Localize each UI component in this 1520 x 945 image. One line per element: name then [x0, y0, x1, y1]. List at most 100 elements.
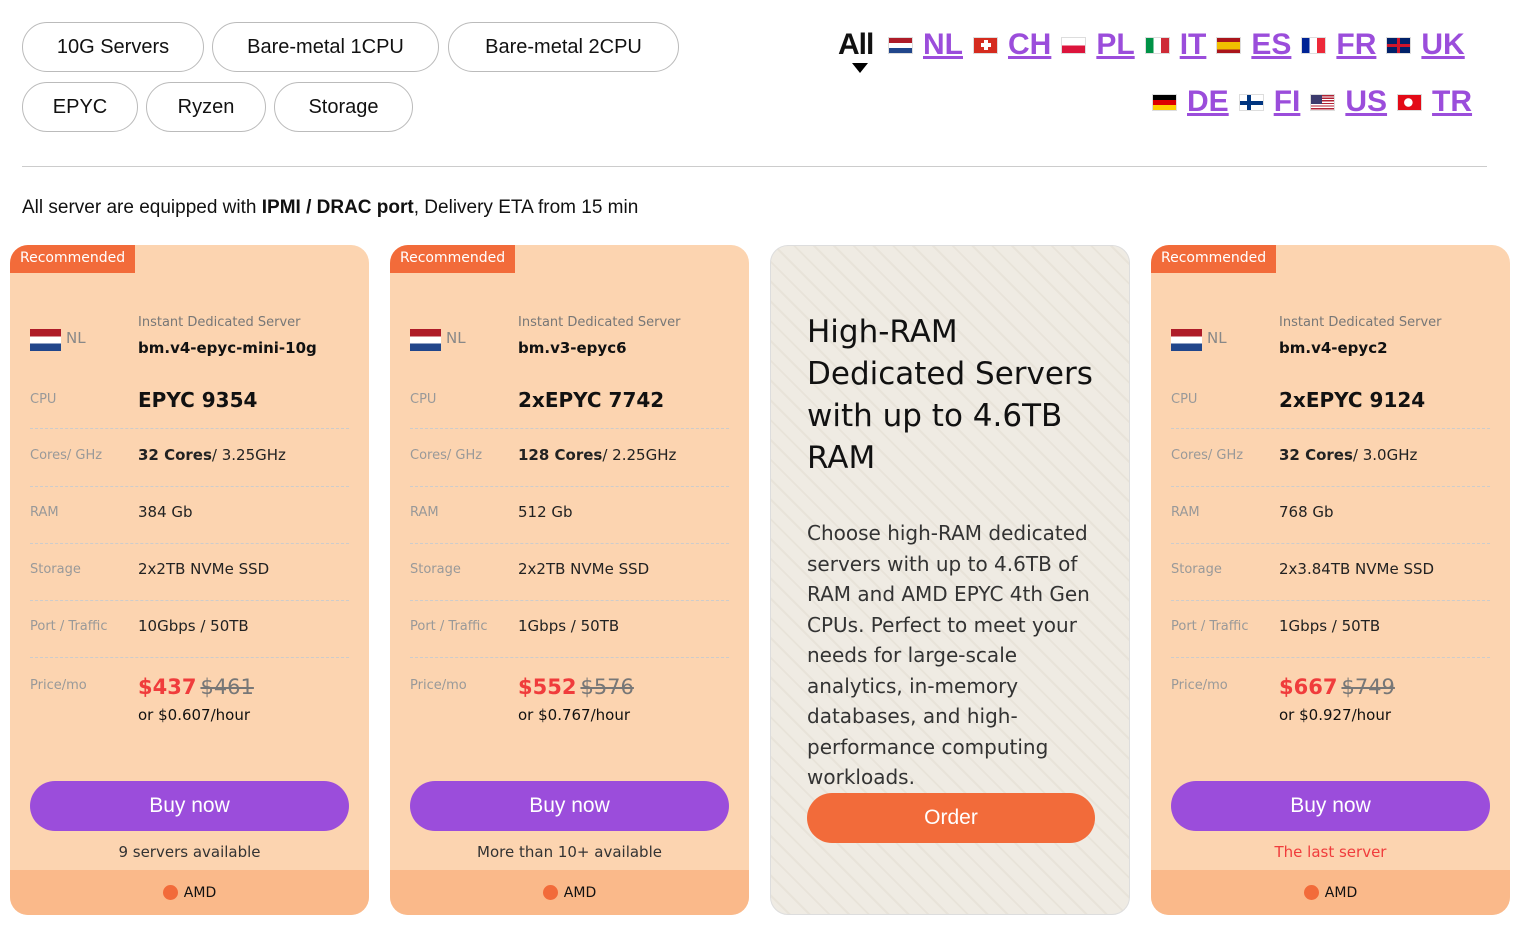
filter-button[interactable]: Storage [274, 82, 413, 132]
location-it[interactable]: IT [1144, 28, 1206, 62]
flag-es-icon [1216, 36, 1242, 54]
location-label: NL [923, 28, 963, 61]
flag-nl-icon [888, 36, 913, 54]
selected-arrow-icon [852, 63, 868, 73]
location-label: FI [1273, 85, 1301, 118]
server-card: Recommended NL Instant Dedicated Server … [390, 245, 749, 915]
vendor-footer: AMD [390, 870, 749, 915]
location-es[interactable]: ES [1216, 28, 1291, 62]
server-name: bm.v4-epyc2 [1279, 339, 1388, 357]
current-price: $552 [518, 675, 577, 699]
price: $552 $576 [518, 675, 634, 699]
buy-now-button[interactable]: Buy now [1171, 781, 1490, 831]
storage-label: Storage [30, 562, 81, 577]
cpu-label: CPU [1171, 392, 1198, 407]
recommended-badge: Recommended [390, 245, 516, 273]
location-label: DE [1187, 85, 1229, 118]
price: $437 $461 [138, 675, 254, 699]
vendor-label: AMD [183, 884, 217, 901]
ram-label: RAM [1171, 505, 1200, 520]
server-name: bm.v3-epyc6 [518, 339, 627, 357]
location-label: UK [1421, 28, 1465, 61]
port-value: 10Gbps / 50TB [138, 617, 249, 635]
cores-value: 32 Cores/ 3.25GHz [138, 446, 286, 464]
cores-label: Cores/ GHz [1171, 448, 1244, 463]
ram-label: RAM [30, 505, 59, 520]
note-text: , Delivery ETA from 15 min [413, 197, 639, 218]
availability: 9 servers available [118, 843, 261, 861]
recommended-badge: Recommended [10, 245, 136, 273]
availability: More than 10+ available [477, 843, 662, 861]
vendor-footer: AMD [10, 870, 369, 915]
flag-nl-icon [1171, 329, 1202, 351]
order-button[interactable]: Order [807, 793, 1095, 843]
current-price: $667 [1279, 675, 1338, 699]
country-code: NL [446, 329, 466, 347]
flag-nl-icon [410, 329, 441, 351]
flag-fi-icon [1238, 93, 1264, 111]
row-divider [30, 543, 349, 544]
location-pl[interactable]: PL [1061, 28, 1135, 62]
hourly-price: or $0.607/hour [138, 706, 251, 724]
storage-value: 2x2TB NVMe SSD [138, 560, 270, 578]
storage-label: Storage [1171, 562, 1222, 577]
row-divider [30, 428, 349, 429]
buy-now-button[interactable]: Buy now [30, 781, 349, 831]
row-divider [1171, 543, 1490, 544]
ram-value: 512 Gb [518, 503, 573, 521]
location-fr[interactable]: FR [1301, 28, 1376, 62]
delivery-note: All server are equipped with IPMI / DRAC… [22, 197, 638, 219]
vendor-label: AMD [1324, 884, 1358, 901]
buy-now-button[interactable]: Buy now [410, 781, 729, 831]
server-card: Recommended NL Instant Dedicated Server … [10, 245, 369, 915]
filter-button[interactable]: Ryzen [146, 82, 266, 132]
availability: The last server [1274, 843, 1387, 861]
location-fi[interactable]: FI [1238, 85, 1301, 119]
old-price: $461 [200, 675, 254, 699]
price: $667 $749 [1279, 675, 1395, 699]
location-tr[interactable]: TR [1397, 85, 1472, 119]
ghz: / 3.25GHz [211, 446, 286, 464]
flag-pl-icon [1061, 36, 1087, 54]
ram-value: 768 Gb [1279, 503, 1334, 521]
cores-value: 128 Cores/ 2.25GHz [518, 446, 676, 464]
filter-button[interactable]: Bare-metal 1CPU [212, 22, 439, 72]
country-code: NL [66, 329, 86, 347]
location-label: US [1345, 85, 1388, 118]
server-type: Instant Dedicated Server [518, 315, 681, 330]
cores-count: 128 Cores [518, 446, 603, 464]
server-card: Recommended NL Instant Dedicated Server … [1151, 245, 1510, 915]
location-de[interactable]: DE [1152, 85, 1229, 119]
cpu-value: 2xEPYC 9124 [1279, 388, 1426, 412]
row-divider [410, 486, 729, 487]
amd-dot-icon [542, 885, 558, 900]
row-divider [1171, 657, 1490, 658]
hourly-price: or $0.767/hour [518, 706, 631, 724]
location-nl[interactable]: NL [888, 28, 963, 62]
row-divider [30, 486, 349, 487]
hourly-price: or $0.927/hour [1279, 706, 1392, 724]
row-divider [1171, 486, 1490, 487]
location-us[interactable]: US [1310, 85, 1387, 119]
storage-value: 2x3.84TB NVMe SSD [1279, 560, 1435, 578]
old-price: $576 [580, 675, 634, 699]
flag-uk-icon [1386, 36, 1412, 54]
row-divider [1171, 428, 1490, 429]
location-ch[interactable]: CH [973, 28, 1051, 62]
divider [22, 166, 1487, 167]
location-uk[interactable]: UK [1386, 28, 1465, 62]
location-all[interactable]: All [838, 28, 874, 61]
server-type: Instant Dedicated Server [138, 315, 301, 330]
price-label: Price/mo [1171, 678, 1228, 693]
filter-button[interactable]: 10G Servers [22, 22, 204, 72]
country-code: NL [1207, 329, 1227, 347]
cpu-value: EPYC 9354 [138, 388, 258, 412]
ghz: / 2.25GHz [602, 446, 677, 464]
row-divider [410, 600, 729, 601]
server-name: bm.v4-epyc-mini-10g [138, 339, 317, 357]
filter-button[interactable]: Bare-metal 2CPU [448, 22, 679, 72]
location-row: NL CH PL IT ES FR UK [888, 28, 1465, 62]
promo-title: High-RAM Dedicated Servers with up to 4.… [807, 314, 1093, 476]
flag-it-icon [1144, 36, 1170, 54]
filter-button[interactable]: EPYC [22, 82, 138, 132]
